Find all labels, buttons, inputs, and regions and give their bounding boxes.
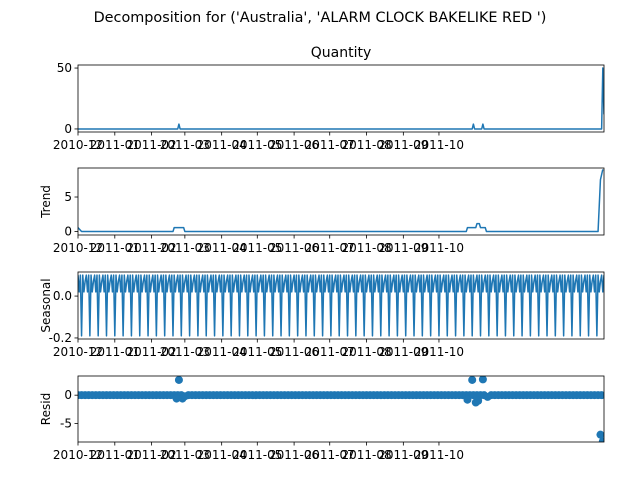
- y-tick-label: -5: [60, 416, 72, 430]
- resid-point-outlier: [474, 396, 483, 405]
- x-tick-label: 2011-04: [197, 345, 247, 359]
- x-tick-label: 2011-05: [232, 138, 282, 152]
- resid-point-outlier: [468, 376, 477, 384]
- plot-area: [78, 67, 604, 130]
- x-tick-label: 2011-08: [341, 241, 391, 255]
- resid-point-outlier: [180, 392, 189, 401]
- y-tick-label: 50: [57, 61, 72, 75]
- x-tick-label: 2010-12: [53, 345, 103, 359]
- x-tick-label: 2011-08: [341, 448, 391, 462]
- x-tick-label: 2011-02: [127, 448, 177, 462]
- x-tick-label: 2011-09: [378, 448, 428, 462]
- series-line: [78, 67, 604, 130]
- resid-point-outlier: [172, 394, 181, 403]
- x-tick-label: 2011-10: [414, 345, 464, 359]
- plot-area: [78, 274, 604, 337]
- x-tick-label: 2011-08: [341, 138, 391, 152]
- resid-point-outlier: [174, 376, 183, 384]
- axes-frame: [77, 167, 605, 236]
- x-tick-label: 2011-06: [269, 448, 319, 462]
- axes-frame: [77, 64, 605, 133]
- x-tick-label: 2011-06: [269, 138, 319, 152]
- x-tick-label: 2010-12: [53, 241, 103, 255]
- x-tick-label: 2011-07: [305, 448, 355, 462]
- resid-point-outlier: [463, 395, 472, 404]
- x-tick-label: 2011-01: [90, 241, 140, 255]
- panel-title: Quantity: [311, 45, 372, 61]
- panel-quantity: 0502010-122011-012011-022011-032011-0420…: [53, 45, 605, 152]
- x-tick-label: 2011-05: [232, 448, 282, 462]
- x-tick-label: 2011-09: [378, 241, 428, 255]
- x-tick-label: 2011-02: [127, 138, 177, 152]
- x-tick-label: 2011-03: [160, 138, 210, 152]
- x-tick-label: 2011-08: [341, 345, 391, 359]
- y-tick-label: -0.2: [49, 331, 72, 345]
- panel-resid: -502010-122011-012011-022011-032011-0420…: [39, 375, 605, 462]
- x-tick-label: 2011-06: [269, 345, 319, 359]
- axes-frame: [77, 271, 605, 340]
- x-tick-label: 2011-01: [90, 345, 140, 359]
- x-tick-label: 2011-09: [378, 138, 428, 152]
- x-tick-label: 2011-07: [305, 345, 355, 359]
- x-tick-label: 2011-10: [414, 448, 464, 462]
- plot-area: [78, 169, 604, 233]
- x-tick-label: 2011-03: [160, 241, 210, 255]
- x-tick-label: 2011-07: [305, 138, 355, 152]
- axes-frame: [77, 375, 605, 443]
- y-tick-label: 0.0: [53, 289, 72, 303]
- x-tick-label: 2011-05: [232, 345, 282, 359]
- panel-trend: 052010-122011-012011-022011-032011-04201…: [39, 167, 605, 255]
- y-tick-label: 0: [64, 225, 72, 239]
- x-tick-label: 2011-10: [414, 138, 464, 152]
- figure-title: Decomposition for ('Australia', 'ALARM C…: [94, 10, 547, 26]
- x-tick-label: 2011-10: [414, 241, 464, 255]
- x-tick-label: 2011-02: [127, 345, 177, 359]
- resid-point-outlier: [596, 430, 604, 439]
- x-tick-label: 2011-06: [269, 241, 319, 255]
- resid-point: [597, 391, 604, 400]
- y-axis-label: Seasonal: [39, 278, 53, 332]
- y-tick-label: 0: [64, 122, 72, 136]
- x-tick-label: 2011-01: [90, 448, 140, 462]
- seasonal-line: [78, 274, 604, 337]
- y-axis-label: Resid: [39, 393, 53, 425]
- plot-area: [78, 376, 604, 442]
- y-axis-label: Trend: [39, 185, 53, 219]
- x-tick-label: 2011-04: [197, 241, 247, 255]
- resid-point-outlier: [598, 437, 604, 442]
- y-tick-label: 5: [64, 190, 72, 204]
- resid-point-outlier: [478, 376, 487, 384]
- x-tick-label: 2011-04: [197, 138, 247, 152]
- x-tick-label: 2011-05: [232, 241, 282, 255]
- x-tick-label: 2011-03: [160, 345, 210, 359]
- x-tick-label: 2010-12: [53, 138, 103, 152]
- x-tick-label: 2011-02: [127, 241, 177, 255]
- panel-seasonal: -0.20.02010-122011-012011-022011-032011-…: [39, 271, 605, 359]
- x-tick-label: 2011-01: [90, 138, 140, 152]
- x-tick-label: 2010-12: [53, 448, 103, 462]
- x-tick-label: 2011-09: [378, 345, 428, 359]
- resid-point-outlier: [483, 392, 492, 401]
- x-tick-label: 2011-04: [197, 448, 247, 462]
- x-tick-label: 2011-07: [305, 241, 355, 255]
- x-tick-label: 2011-03: [160, 448, 210, 462]
- y-tick-label: 0: [64, 388, 72, 402]
- series-line: [78, 169, 604, 233]
